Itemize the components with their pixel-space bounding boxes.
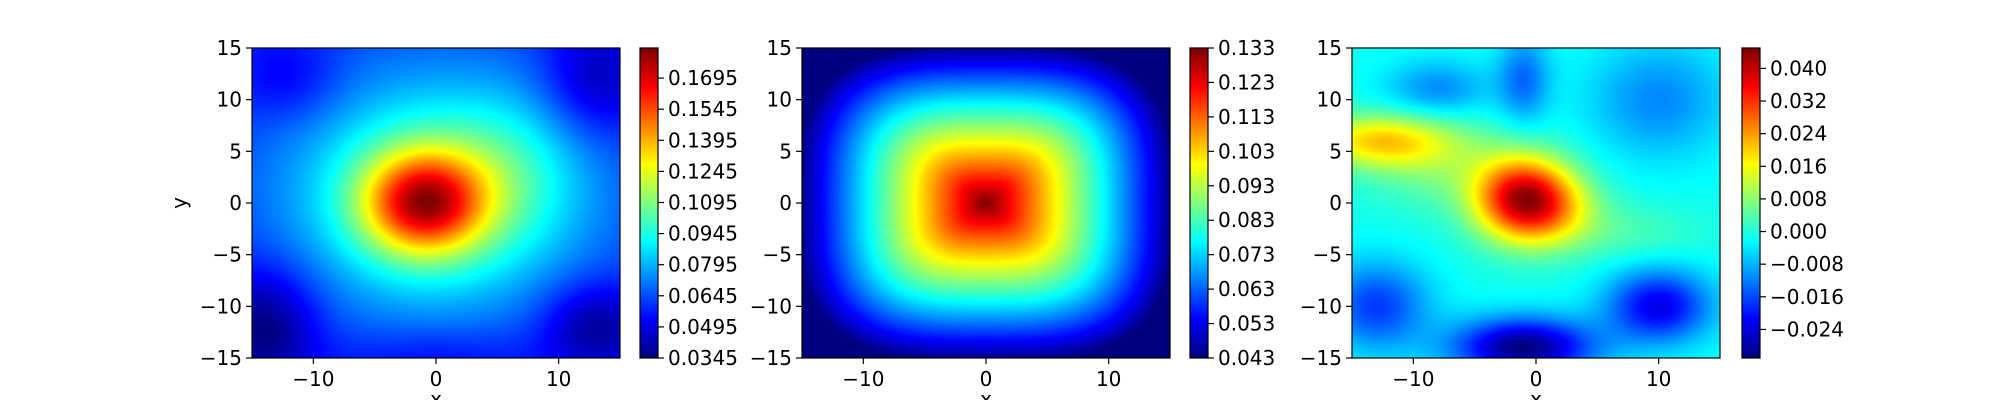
x-tick-label: 0 — [980, 367, 993, 391]
colorbar-tick-label: 0.1695 — [668, 66, 738, 90]
y-tick-label: 15 — [767, 36, 792, 60]
colorbar-frame — [1741, 47, 1761, 359]
heatmap-image — [252, 48, 620, 358]
colorbar-tick-label: 0.0495 — [668, 315, 738, 339]
colorbar-tick-label: −0.008 — [1770, 252, 1844, 276]
y-tick-label: 5 — [229, 139, 242, 163]
heatmap-image — [1352, 48, 1720, 358]
y-tick-label: −5 — [763, 243, 792, 267]
colorbar: 0.1695 0.1545 0.1395 0.1245 0.1095 0.0945 0.07… — [639, 47, 738, 370]
colorbar-tick-label: 0.053 — [1218, 312, 1275, 336]
y-axis-label: y — [167, 197, 191, 209]
colorbar-tick-label: 0.093 — [1218, 174, 1275, 198]
x-axis-label: x — [430, 387, 442, 400]
colorbar-gradient — [1190, 48, 1208, 358]
y-tick-label: −10 — [1300, 294, 1342, 318]
colorbar-tick-label: 0.113 — [1218, 105, 1275, 129]
colorbar-tick-label: 0.083 — [1218, 208, 1275, 232]
heatmap-panel-3: 15 10 5 0 −5 −10 −15 −10 0 10 x 0.040 0.032 0.024 0.01… — [1300, 36, 1844, 400]
x-tick-label: 10 — [1646, 367, 1671, 391]
x-tick-label: 0 — [1530, 367, 1543, 391]
colorbar-tick-label: 0.0945 — [668, 222, 738, 246]
colorbar-tick-label: 0.024 — [1770, 122, 1827, 146]
y-tick-label: 5 — [1329, 139, 1342, 163]
heatmap-panel-2: 15 10 5 0 −5 −10 −15 −10 0 10 x 0.133 0.123 0.113 0.10… — [750, 36, 1275, 400]
colorbar-tick-label: 0.1395 — [668, 128, 738, 152]
colorbar-tick-label: 0.000 — [1770, 220, 1827, 244]
colorbar-gradient — [1742, 48, 1760, 358]
colorbar-tick-label: −0.024 — [1770, 317, 1844, 341]
colorbar-tick-label: 0.1095 — [668, 190, 738, 214]
colorbar-tick-label: 0.063 — [1218, 277, 1275, 301]
x-tick-label: −10 — [842, 367, 884, 391]
y-tick-label: −5 — [1313, 243, 1342, 267]
y-tick-label: −10 — [750, 294, 792, 318]
x-tick-label: 10 — [546, 367, 571, 391]
colorbar: 0.133 0.123 0.113 0.103 0.093 0.083 0.073 0.063… — [1189, 36, 1275, 370]
colorbar-tick-label: 0.0795 — [668, 253, 738, 277]
y-tick-label: 0 — [1329, 191, 1342, 215]
colorbar-tick-label: 0.043 — [1218, 346, 1275, 370]
y-tick-label: 15 — [1317, 36, 1342, 60]
colorbar-tick-label: 0.016 — [1770, 154, 1827, 178]
y-tick-label: 0 — [779, 191, 792, 215]
y-tick-label: −15 — [1300, 346, 1342, 370]
heatmap-panel-1: 15 10 5 0 −5 −10 −15 −10 0 10 x y 0.1695 0.1545 0.1395… — [167, 36, 738, 400]
colorbar-tick-label: 0.1245 — [668, 159, 738, 183]
colorbar-gradient — [640, 48, 658, 358]
x-tick-label: 0 — [430, 367, 443, 391]
colorbar-tick-label: 0.008 — [1770, 187, 1827, 211]
x-tick-label: 10 — [1096, 367, 1121, 391]
colorbar-tick-label: 0.103 — [1218, 139, 1275, 163]
colorbar-tick-label: 0.073 — [1218, 243, 1275, 267]
y-tick-label: 15 — [217, 36, 242, 60]
colorbar-tick-label: 0.1545 — [668, 97, 738, 121]
colorbar-tick-label: 0.0345 — [668, 346, 738, 370]
colorbar-frame — [1189, 47, 1209, 359]
y-tick-label: 5 — [779, 139, 792, 163]
heatmap-image — [802, 48, 1170, 358]
colorbar-tick-label: −0.016 — [1770, 285, 1844, 309]
y-tick-label: 10 — [767, 88, 792, 112]
y-tick-label: −15 — [200, 346, 242, 370]
colorbar-tick-label: 0.040 — [1770, 56, 1827, 80]
colorbar-tick-label: 0.123 — [1218, 70, 1275, 94]
x-axis-label: x — [1530, 387, 1542, 400]
y-tick-label: −10 — [200, 294, 242, 318]
x-tick-label: −10 — [1392, 367, 1434, 391]
y-tick-label: −5 — [213, 243, 242, 267]
colorbar-tick-label: 0.0645 — [668, 284, 738, 308]
colorbar: 0.040 0.032 0.024 0.016 0.008 0.000 −0.008 −0.0… — [1741, 47, 1844, 359]
y-tick-label: 0 — [229, 191, 242, 215]
colorbar-tick-label: 0.133 — [1218, 36, 1275, 60]
y-tick-label: 10 — [1317, 88, 1342, 112]
y-tick-label: 10 — [217, 88, 242, 112]
y-tick-label: −15 — [750, 346, 792, 370]
x-axis-label: x — [980, 387, 992, 400]
colorbar-tick-label: 0.032 — [1770, 89, 1827, 113]
x-tick-label: −10 — [292, 367, 334, 391]
